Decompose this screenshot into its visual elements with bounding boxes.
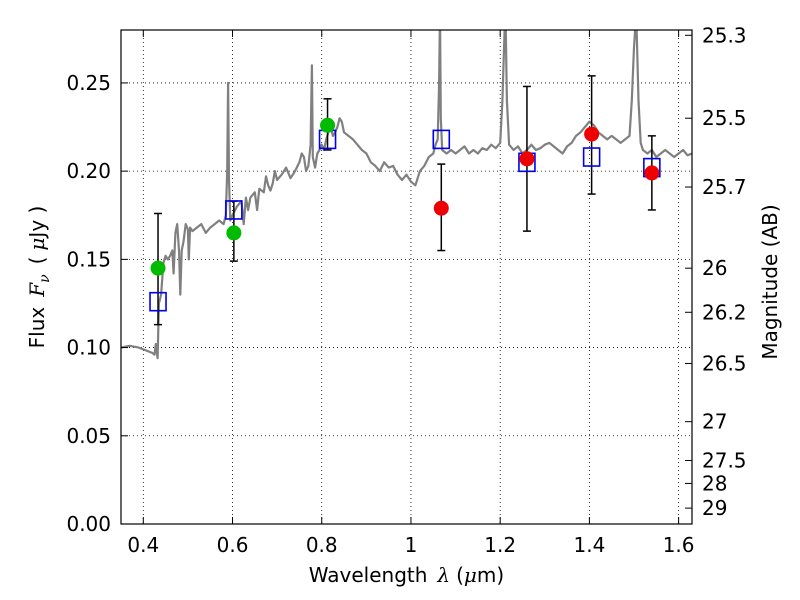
y-tick-label: 0.05 — [66, 424, 111, 448]
model-point — [582, 147, 601, 167]
y-label-open: ( — [25, 257, 49, 265]
right-tick-label: 26.2 — [702, 300, 747, 324]
y-label-prefix: Flux — [25, 307, 49, 349]
right-tick-label: 25.3 — [702, 23, 747, 47]
x-label-open: ( — [456, 563, 464, 587]
x-axis-label: Wavelength λ (μm) — [309, 563, 504, 587]
plot-frame — [120, 29, 693, 525]
x-tick-label: 0.6 — [217, 533, 249, 557]
model-point — [225, 200, 243, 220]
model-point — [149, 291, 167, 312]
right-tick-label: 27 — [702, 410, 727, 434]
observed-flux-markers — [150, 117, 660, 276]
right-tick-label: 29 — [702, 496, 727, 520]
y-tick-label: 0.20 — [66, 159, 111, 183]
y-label-mu: μ — [25, 238, 49, 251]
x-tick-label: 0.4 — [127, 533, 159, 557]
observed-point — [226, 225, 242, 241]
right-tick-label: 26 — [702, 256, 727, 280]
observed-point — [644, 165, 660, 181]
x-tick-label: 1.2 — [484, 533, 516, 557]
right-tick-label: 28 — [702, 471, 727, 495]
x-tick-label: 1.6 — [663, 533, 695, 557]
x-label-symbol: λ — [436, 563, 450, 587]
y-label-subscript: ν — [37, 274, 53, 283]
y-tick-label: 0.15 — [66, 247, 111, 271]
observed-point — [584, 126, 600, 142]
observed-point — [320, 117, 336, 133]
y-label-symbol: F — [25, 282, 49, 298]
spectrum-line — [121, 30, 692, 360]
right-tick-label: 25.5 — [702, 106, 747, 130]
x-label-prefix: Wavelength — [309, 563, 428, 587]
y-tick-label: 0.10 — [66, 336, 111, 360]
x-label-mu: μ — [464, 563, 477, 587]
y-tick-label: 0.25 — [66, 71, 111, 95]
y-axis-label: Flux Fν ( μJy ) — [25, 206, 53, 349]
axis-ticks — [121, 30, 692, 525]
x-tick-labels: 0.4 0.6 0.8 1 1.2 1.4 1.6 — [127, 533, 694, 557]
observed-point — [433, 200, 449, 216]
grid-lines — [121, 30, 692, 525]
observed-point — [519, 151, 535, 167]
spectrum-layer — [121, 30, 692, 360]
x-label-unit: m) — [477, 563, 504, 587]
y-tick-label: 0.00 — [66, 512, 111, 536]
right-tick-label: 27.5 — [702, 448, 747, 472]
model-point — [432, 129, 451, 150]
observed-point — [150, 260, 166, 276]
x-tick-label: 0.8 — [306, 533, 338, 557]
right-tick-label: 26.5 — [702, 351, 747, 375]
x-tick-label: 1.4 — [573, 533, 605, 557]
y-tick-labels: 0.00 0.05 0.10 0.15 0.20 0.25 — [66, 71, 111, 536]
y-label-unit: Jy ) — [25, 206, 49, 240]
right-tick-label: 25.7 — [702, 175, 747, 199]
right-axis-label: Magnitude (AB) — [758, 204, 782, 359]
x-tick-label: 1 — [405, 533, 418, 557]
